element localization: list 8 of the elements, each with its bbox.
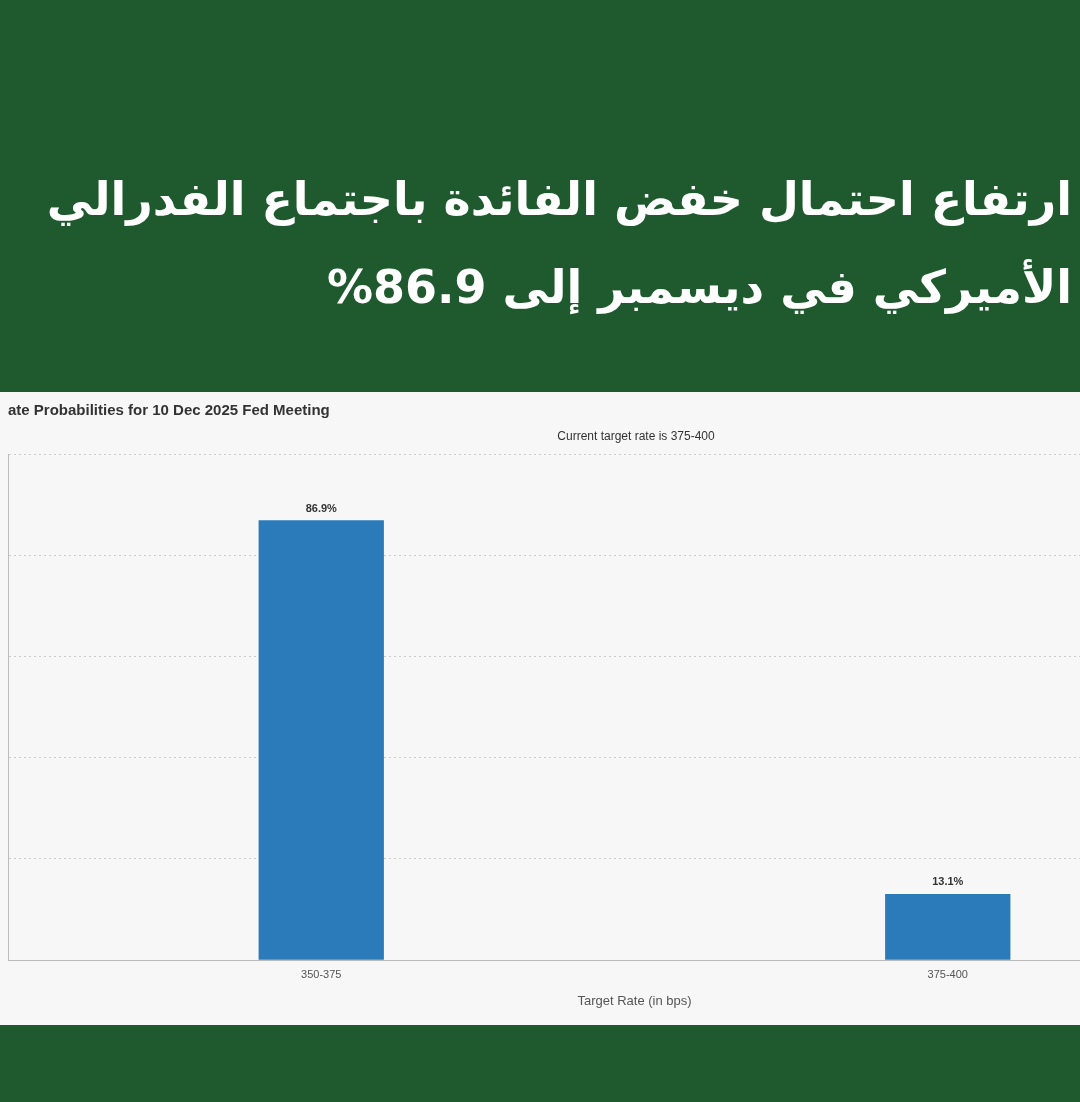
text: Current target rate is 375-400: [557, 429, 716, 444]
chart-title: ارتفاع احتمال خفض الفائدة باجتماع الفدرالي الأميركي في ديسمبر إلى 86.9%: [45, 171, 1072, 316]
data-label: 13.1%: [932, 875, 964, 888]
chart-subtitle: ate Probabilities for 10 Dec 2025 Fed Meeting: [8, 401, 330, 419]
data-label: 86.9%: [305, 501, 338, 514]
x-tick-label: 350-375: [301, 967, 342, 980]
x-axis-title: Target Rate (in bps): [577, 992, 692, 1008]
x-tick-label: 375-400: [927, 967, 968, 980]
